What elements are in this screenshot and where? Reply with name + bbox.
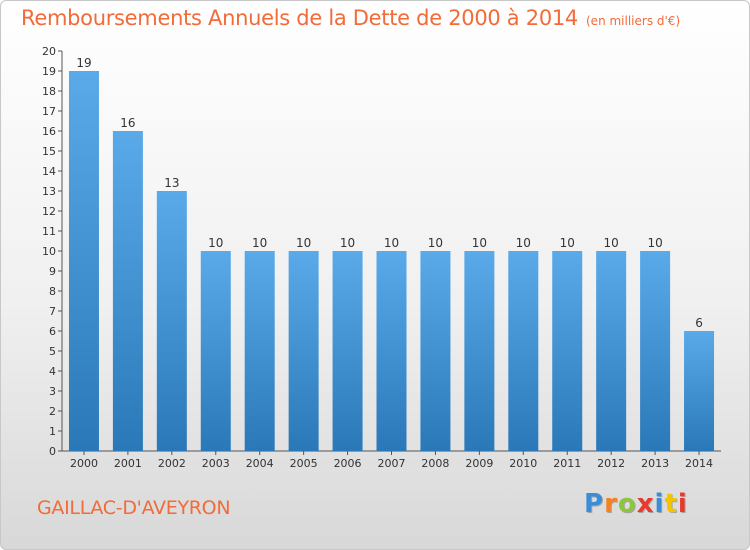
y-tick-label: 11 — [42, 225, 56, 238]
bar — [288, 251, 319, 451]
data-label: 16 — [120, 116, 135, 130]
proxiti-logo: Proxiti — [584, 489, 688, 519]
x-tick-label: 2011 — [553, 457, 581, 470]
logo-letter: r — [604, 489, 618, 519]
data-label: 13 — [164, 176, 179, 190]
bar — [68, 71, 99, 451]
logo-letter: i — [677, 489, 688, 519]
bar — [640, 251, 671, 451]
x-tick-label: 2003 — [202, 457, 230, 470]
x-tick-label: 2007 — [378, 457, 406, 470]
logo-letter: o — [617, 489, 637, 519]
bar — [508, 251, 539, 451]
bar — [244, 251, 275, 451]
x-tick-label: 2008 — [421, 457, 449, 470]
x-tick-label: 2012 — [597, 457, 625, 470]
bar — [420, 251, 451, 451]
chart-title: Remboursements Annuels de la Dette de 20… — [21, 6, 578, 30]
bar — [332, 251, 363, 451]
data-label: 10 — [647, 236, 662, 250]
y-tick-label: 10 — [42, 245, 56, 258]
y-tick-label: 8 — [49, 285, 56, 298]
y-tick-label: 1 — [49, 425, 56, 438]
x-tick-label: 2004 — [246, 457, 274, 470]
city-name: GAILLAC-D'AVEYRON — [37, 497, 231, 519]
data-label: 10 — [516, 236, 531, 250]
data-label: 19 — [76, 56, 91, 70]
x-tick-label: 2005 — [290, 457, 318, 470]
x-tick-label: 2001 — [114, 457, 142, 470]
y-tick-label: 19 — [42, 65, 56, 78]
logo-letter: t — [664, 489, 678, 519]
y-tick-label: 16 — [42, 125, 56, 138]
logo-letter: x — [636, 489, 655, 519]
y-tick-label: 15 — [42, 145, 56, 158]
y-tick-label: 17 — [42, 105, 56, 118]
y-tick-label: 12 — [42, 205, 56, 218]
bar — [552, 251, 583, 451]
bar — [156, 191, 187, 451]
data-label: 10 — [208, 236, 223, 250]
data-label: 10 — [560, 236, 575, 250]
y-tick-label: 14 — [42, 165, 56, 178]
data-label: 10 — [296, 236, 311, 250]
data-label: 6 — [695, 316, 703, 330]
data-label: 10 — [472, 236, 487, 250]
y-tick-label: 13 — [42, 185, 56, 198]
y-tick-label: 0 — [49, 445, 56, 458]
bar — [464, 251, 495, 451]
labels: 0123456789101112131415161718192020001920… — [42, 45, 713, 470]
bars — [68, 71, 715, 451]
y-tick-label: 20 — [42, 45, 56, 58]
title-line: Remboursements Annuels de la Dette de 20… — [21, 6, 680, 30]
bar — [112, 131, 143, 451]
y-tick-label: 3 — [49, 385, 56, 398]
y-tick-label: 18 — [42, 85, 56, 98]
bar — [596, 251, 627, 451]
x-tick-label: 2006 — [334, 457, 362, 470]
y-tick-label: 2 — [49, 405, 56, 418]
x-tick-label: 2009 — [465, 457, 493, 470]
data-label: 10 — [384, 236, 399, 250]
x-tick-label: 2010 — [509, 457, 537, 470]
logo-letter: i — [654, 489, 665, 519]
logo-letter: P — [584, 489, 605, 519]
x-tick-label: 2013 — [641, 457, 669, 470]
bar — [200, 251, 231, 451]
chart-subtitle: (en milliers d'€) — [586, 14, 681, 28]
x-tick-label: 2014 — [685, 457, 713, 470]
data-label: 10 — [340, 236, 355, 250]
y-tick-label: 9 — [49, 265, 56, 278]
bar — [684, 331, 715, 451]
y-tick-label: 7 — [49, 305, 56, 318]
y-tick-label: 6 — [49, 325, 56, 338]
data-label: 10 — [604, 236, 619, 250]
x-tick-label: 2002 — [158, 457, 186, 470]
bar — [376, 251, 407, 451]
y-tick-label: 5 — [49, 345, 56, 358]
x-tick-label: 2000 — [70, 457, 98, 470]
data-label: 10 — [428, 236, 443, 250]
data-label: 10 — [252, 236, 267, 250]
y-tick-label: 4 — [49, 365, 56, 378]
